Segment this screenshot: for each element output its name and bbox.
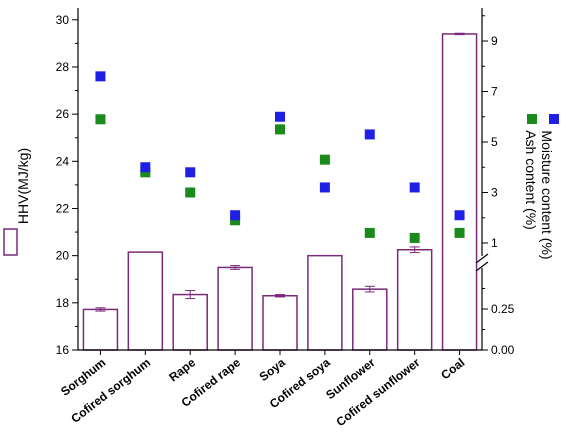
legend-moisture-marker: [549, 114, 559, 124]
ash-point-8: [409, 232, 420, 243]
ash-point-4: [230, 215, 241, 226]
ash-point-1: [95, 114, 106, 125]
right-tick-label-3: 1: [491, 236, 498, 250]
bar-4: [217, 266, 253, 351]
points-layer: [95, 71, 465, 243]
moisture-point-9: [454, 210, 465, 221]
ash-point-7: [364, 227, 375, 238]
left-tick-label-2: 18: [56, 296, 70, 310]
left-axis-title: HHV(MJ/kg): [15, 148, 31, 224]
axes-layer: [77, 8, 489, 351]
right-ticks: 0.00 0.25 1 3 5 7 9: [482, 15, 515, 357]
legend-ash-marker: [527, 114, 537, 124]
moisture-point-1: [95, 71, 106, 82]
bar-2: [127, 251, 164, 351]
moisture-point-2: [140, 162, 151, 173]
ash-point-3: [185, 187, 196, 198]
left-tick-label-5: 24: [56, 154, 70, 168]
ash-point-2: [140, 167, 151, 178]
left-tick-label-7: 28: [56, 60, 70, 74]
moisture-point-4: [230, 210, 241, 221]
category-label-5: Soya: [257, 355, 288, 384]
category-label-8: Cofired sunflower: [334, 355, 423, 429]
right-axis-title-moisture: Moisture content (%): [539, 130, 555, 259]
right-tick-label-6: 7: [491, 85, 498, 99]
moisture-point-6: [319, 182, 330, 193]
category-label-2: Cofired sorghum: [68, 355, 153, 426]
axis-break-mark-2: [475, 253, 489, 264]
bar-1: [82, 308, 119, 351]
right-axis-title-ash: Ash content (%): [523, 130, 539, 230]
moisture-point-7: [364, 129, 375, 140]
moisture-point-8: [409, 182, 420, 193]
right-tick-label-2: 0.25: [491, 302, 515, 316]
bar-9: [441, 33, 478, 351]
category-label-3: Rape: [166, 355, 198, 384]
bar-5: [262, 295, 298, 351]
right-tick-label-1: 0.00: [491, 343, 515, 357]
right-tick-label-5: 5: [491, 135, 498, 149]
bar-3: [172, 293, 208, 351]
axis-break-mark-1: [475, 261, 489, 272]
left-tick-label-4: 22: [56, 201, 70, 215]
ash-point-5: [275, 124, 285, 135]
left-tick-label-6: 26: [56, 107, 70, 121]
moisture-point-5: [275, 111, 285, 122]
left-tick-label-1: 16: [56, 343, 70, 357]
legend-hhv-swatch: [3, 228, 18, 256]
left-tick-label-3: 20: [56, 249, 70, 263]
bar-7: [352, 288, 388, 351]
moisture-point-3: [185, 167, 196, 178]
left-ticks: 16 18 20 22 24 26 28 30: [56, 13, 78, 357]
ash-point-9: [454, 227, 465, 238]
category-label-9: Coal: [438, 355, 467, 382]
right-tick-label-7: 9: [491, 34, 498, 48]
bar-8: [396, 249, 433, 351]
right-tick-label-4: 3: [491, 186, 498, 200]
ash-point-6: [319, 154, 330, 165]
left-tick-label-8: 30: [56, 13, 70, 27]
bar-6: [307, 254, 343, 351]
